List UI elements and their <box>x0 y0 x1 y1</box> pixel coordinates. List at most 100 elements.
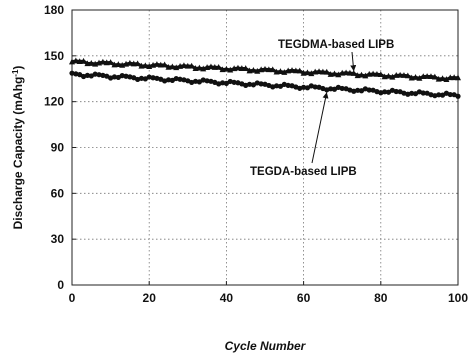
data-point <box>451 74 458 81</box>
y-tick-label: 150 <box>44 49 64 63</box>
data-point <box>219 80 226 86</box>
data-point <box>412 91 419 97</box>
x-tick-label: 40 <box>220 291 234 305</box>
data-point <box>355 87 361 93</box>
data-point <box>126 59 133 66</box>
y-axis-label: Discharge Capacity (mAhg-1) <box>11 66 25 230</box>
data-point <box>285 82 291 89</box>
data-point <box>238 65 245 71</box>
data-point <box>177 76 183 82</box>
data-point <box>400 72 407 78</box>
data-point <box>443 76 450 82</box>
data-point <box>331 86 338 92</box>
data-point <box>250 82 257 88</box>
data-point <box>350 70 357 76</box>
annotation-arrow <box>350 51 357 72</box>
data-point <box>289 67 296 73</box>
data-point <box>188 62 195 69</box>
data-point <box>123 73 129 79</box>
data-point <box>304 85 311 91</box>
data-point <box>316 68 323 75</box>
data-point <box>165 77 172 83</box>
data-point <box>138 75 145 81</box>
x-tick-label: 60 <box>297 291 311 305</box>
y-axis-label-end: ) <box>11 66 25 70</box>
data-point <box>439 75 446 82</box>
data-point <box>119 73 125 79</box>
data-point <box>146 74 152 80</box>
data-point <box>343 69 350 76</box>
x-tick-label: 100 <box>448 291 468 305</box>
data-point <box>382 89 388 95</box>
data-point <box>455 93 461 99</box>
data-point <box>269 66 276 73</box>
data-point <box>358 88 365 94</box>
data-point <box>180 62 187 69</box>
data-point <box>169 63 176 70</box>
data-point <box>362 72 369 79</box>
data-point <box>161 61 168 68</box>
data-point <box>73 71 79 77</box>
data-point <box>323 68 330 75</box>
data-point <box>204 78 210 84</box>
data-point <box>370 70 377 77</box>
data-point <box>223 80 229 86</box>
series-2 <box>69 70 461 99</box>
data-point <box>366 87 372 93</box>
series-layer <box>69 57 461 99</box>
data-point <box>115 74 121 81</box>
data-point <box>277 83 284 89</box>
data-point <box>385 89 392 95</box>
y-tick-label: 90 <box>51 141 65 155</box>
data-point <box>99 58 106 65</box>
data-point <box>211 64 218 70</box>
data-point <box>296 67 303 74</box>
data-point <box>385 72 392 79</box>
data-point <box>84 72 91 78</box>
data-point <box>416 74 423 81</box>
data-point <box>420 90 426 96</box>
data-point <box>393 88 399 95</box>
data-point <box>134 60 141 67</box>
data-point <box>107 59 114 65</box>
grid-lines <box>72 10 458 285</box>
x-tick-label: 80 <box>374 291 388 305</box>
data-point <box>397 71 404 78</box>
data-point <box>312 84 318 90</box>
data-point <box>196 64 203 71</box>
annotations: TEGDMA-based LIPB TEGDA-based LIPB <box>250 39 394 178</box>
data-point <box>104 73 110 79</box>
data-point <box>196 79 202 85</box>
data-point <box>373 70 380 77</box>
data-point <box>250 67 257 73</box>
data-point <box>331 70 338 77</box>
data-point <box>427 73 434 80</box>
data-point <box>77 72 83 78</box>
data-point <box>281 69 288 75</box>
data-point <box>431 73 438 80</box>
x-tick-label: 20 <box>143 291 157 305</box>
data-point <box>439 92 446 98</box>
data-point <box>215 63 222 70</box>
data-point <box>301 84 307 90</box>
data-point <box>358 71 365 78</box>
data-point <box>319 68 326 75</box>
annotation-arrow <box>311 92 329 164</box>
annotation-label: TEGDMA-based LIPB <box>278 39 394 51</box>
data-point <box>308 70 315 77</box>
data-point <box>142 62 149 69</box>
data-point <box>234 64 241 71</box>
data-point <box>254 67 261 74</box>
data-point <box>80 57 87 64</box>
data-point <box>242 65 249 71</box>
annotation-label: TEGDA-based LIPB <box>250 166 357 178</box>
data-point <box>335 71 342 78</box>
data-point <box>157 61 164 68</box>
data-point <box>92 71 98 77</box>
data-point <box>447 91 453 98</box>
data-point <box>389 73 396 80</box>
data-point <box>436 92 442 98</box>
data-point <box>328 86 334 92</box>
data-point <box>262 65 268 72</box>
